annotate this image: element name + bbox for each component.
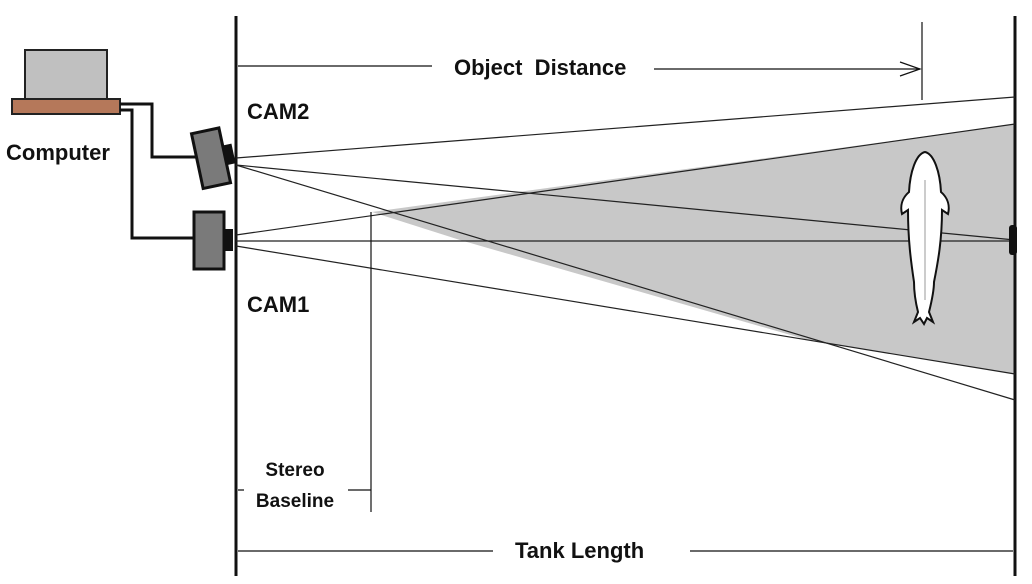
computer-label: Computer (6, 140, 110, 165)
laptop-computer-icon (12, 50, 120, 114)
stereo-baseline-label-line2: Baseline (256, 491, 334, 512)
stereo-baseline-label-line1: Stereo (265, 460, 324, 481)
cam2-camera-icon (192, 126, 240, 188)
object-distance-label: Object Distance (454, 55, 626, 80)
cable-cam1 (120, 110, 196, 238)
cam1-label: CAM1 (247, 292, 309, 317)
cam1-camera-icon (194, 212, 233, 269)
cam2-label: CAM2 (247, 99, 309, 124)
tank-length-label: Tank Length (515, 538, 644, 563)
target-marker (1009, 225, 1017, 255)
